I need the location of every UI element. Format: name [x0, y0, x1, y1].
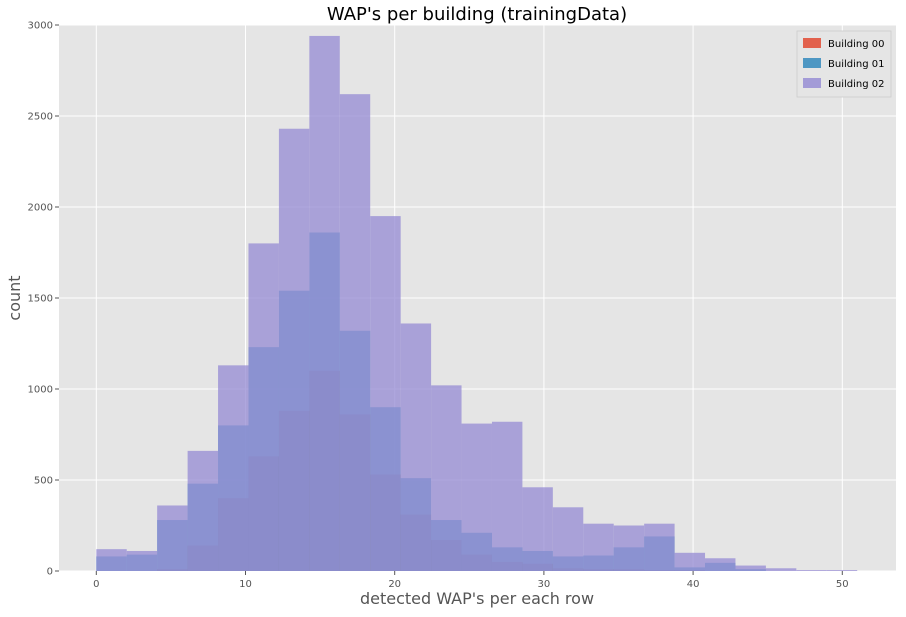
histogram-bar	[552, 507, 584, 571]
legend-label: Building 01	[828, 59, 884, 70]
histogram-bar	[613, 525, 645, 571]
histogram-bar	[309, 35, 340, 572]
legend-swatch	[803, 38, 821, 48]
x-tick-label: 40	[687, 579, 700, 590]
histogram-bar	[644, 523, 675, 571]
y-tick-label: 3000	[28, 21, 53, 32]
x-tick-label: 50	[836, 579, 849, 590]
histogram-bar	[583, 523, 614, 571]
histogram-bar	[796, 570, 827, 571]
histogram-bar	[339, 94, 371, 571]
histogram-bar	[370, 216, 401, 571]
histogram-bar	[218, 365, 249, 571]
chart-title: WAP's per building (trainingData)	[327, 4, 627, 25]
x-axis-ticks: 0 10 20 30 40 50	[93, 571, 849, 590]
legend: Building 00 Building 01 Building 02	[796, 30, 892, 98]
bars	[96, 35, 858, 572]
histogram-bar	[461, 423, 492, 571]
histogram-bar	[187, 450, 219, 571]
y-tick-label: 2000	[28, 203, 53, 214]
histogram-bar	[674, 552, 706, 571]
y-tick-label: 1500	[28, 294, 53, 305]
x-tick-label: 20	[388, 579, 401, 590]
legend-swatch	[803, 78, 821, 88]
y-tick-label: 1000	[28, 385, 53, 396]
histogram-bar	[826, 570, 858, 571]
y-tick-label: 2500	[28, 112, 53, 123]
legend-label: Building 00	[828, 39, 884, 50]
y-tick-label: 500	[34, 476, 53, 487]
histogram-bar	[491, 421, 523, 571]
x-tick-label: 0	[93, 579, 99, 590]
x-tick-label: 30	[538, 579, 551, 590]
histogram-bar	[431, 385, 462, 571]
legend-swatch	[803, 58, 821, 68]
histogram-bar	[765, 568, 797, 571]
histogram-bar	[735, 565, 766, 571]
y-axis-ticks: 0 500 1000 1500 2000 2500 3000	[28, 21, 59, 578]
series-2	[96, 35, 858, 572]
y-tick-label: 0	[47, 567, 53, 578]
histogram-bar	[126, 550, 158, 571]
histogram-bar	[157, 505, 188, 571]
legend-label: Building 02	[828, 79, 884, 90]
histogram-bar	[400, 323, 432, 571]
histogram-bar	[522, 487, 553, 571]
x-tick-label: 10	[239, 579, 252, 590]
x-axis-label: detected WAP's per each row	[360, 589, 594, 608]
histogram-bar	[96, 549, 127, 571]
histogram-bar	[248, 243, 279, 571]
histogram-bar	[705, 558, 736, 571]
y-axis-label: count	[5, 275, 24, 320]
histogram-bar	[278, 128, 310, 572]
